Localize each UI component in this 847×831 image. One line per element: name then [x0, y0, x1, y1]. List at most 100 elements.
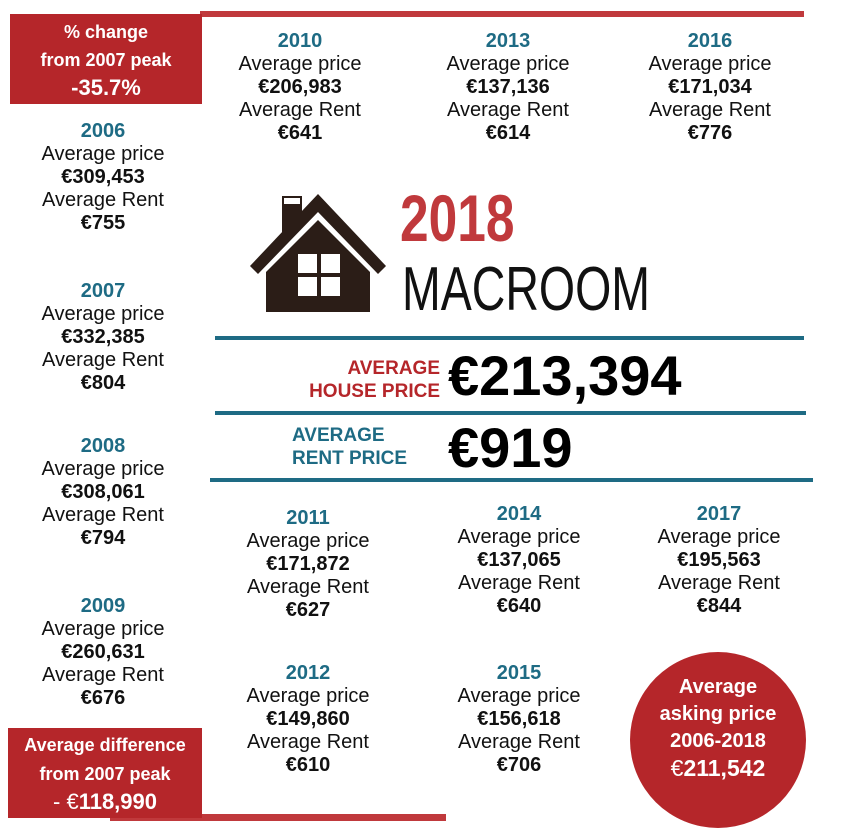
rent-label: Average Rent	[458, 731, 580, 753]
rent-price-value: €919	[448, 416, 573, 479]
year-block-2013: 2013 Average price €137,136 Average Rent…	[408, 30, 608, 145]
rent-value: €794	[80, 527, 126, 549]
year-label: 2011	[286, 507, 330, 529]
price-value: €195,563	[677, 549, 761, 571]
title-town: MACROOM	[402, 255, 650, 324]
rent-label: Average Rent	[42, 664, 164, 686]
rent-value: €640	[496, 595, 542, 617]
year-block-2009: 2009 Average price €260,631 Average Rent…	[3, 595, 203, 710]
asking-price-value: 211,542	[683, 755, 766, 781]
divider	[215, 336, 804, 340]
price-value: €260,631	[61, 641, 145, 663]
rent-label: Average Rent	[658, 572, 780, 594]
label-line1: AVERAGE	[347, 358, 440, 379]
year-label: 2008	[80, 435, 126, 457]
difference-value: 118,990	[78, 789, 157, 814]
percent-change-banner: % change from 2007 peak -35.7%	[10, 14, 202, 104]
price-value: €149,860	[266, 708, 350, 730]
price-label: Average price	[457, 526, 581, 548]
average-difference-banner: Average difference from 2007 peak - €118…	[8, 728, 202, 818]
rent-label: Average Rent	[42, 349, 164, 371]
price-label: Average price	[457, 685, 581, 707]
year-block-2015: 2015 Average price €156,618 Average Rent…	[419, 662, 619, 777]
year-label: 2009	[80, 595, 126, 617]
year-block-2014: 2014 Average price €137,065 Average Rent…	[419, 503, 619, 618]
rent-label: Average Rent	[649, 99, 771, 121]
top-red-rule	[200, 11, 804, 17]
house-price-label: AVERAGE HOUSE PRICE	[240, 357, 440, 403]
banner-line1: % change	[63, 22, 149, 42]
circle-line3: 2006-2018	[670, 730, 766, 752]
rent-label: Average Rent	[247, 731, 369, 753]
house-icon	[250, 194, 386, 312]
price-label: Average price	[41, 143, 165, 165]
rent-value: €641	[277, 122, 323, 144]
year-label: 2012	[285, 662, 331, 684]
circle-prefix: €	[670, 755, 684, 781]
price-value: €171,034	[668, 76, 752, 98]
circle-line2: asking price	[659, 703, 777, 725]
price-label: Average price	[41, 458, 165, 480]
year-block-2017: 2017 Average price €195,563 Average Rent…	[619, 503, 819, 618]
price-label: Average price	[648, 53, 772, 75]
year-block-2006: 2006 Average price €309,453 Average Rent…	[3, 120, 203, 235]
banner-line2: from 2007 peak	[40, 50, 172, 70]
house-price-value: €213,394	[448, 344, 682, 407]
price-value: €308,061	[61, 481, 145, 503]
year-block-2016: 2016 Average price €171,034 Average Rent…	[610, 30, 810, 145]
rent-value: €706	[496, 754, 542, 776]
rent-label: Average Rent	[42, 504, 164, 526]
price-value: €309,453	[61, 166, 145, 188]
year-label: 2006	[80, 120, 126, 142]
percent-change-value: -35.7%	[71, 75, 141, 100]
rent-label: Average Rent	[447, 99, 569, 121]
price-value: €156,618	[477, 708, 561, 730]
price-label: Average price	[246, 685, 370, 707]
year-label: 2017	[696, 503, 742, 525]
year-label: 2014	[496, 503, 542, 525]
rent-label: Average Rent	[239, 99, 361, 121]
price-label: Average price	[246, 530, 370, 552]
year-label: 2007	[80, 280, 126, 302]
year-label: 2016	[687, 30, 733, 52]
rent-label: Average Rent	[458, 572, 580, 594]
rent-value: €776	[687, 122, 733, 144]
price-value: €332,385	[61, 326, 145, 348]
price-label: Average price	[446, 53, 570, 75]
year-block-2011: 2011 Average price €171,872 Average Rent…	[208, 507, 408, 622]
price-value: €171,872	[266, 553, 350, 575]
rent-value: €755	[80, 212, 126, 234]
label-line2: RENT PRICE	[292, 448, 408, 469]
price-value: €206,983	[258, 76, 342, 98]
rent-value: €844	[696, 595, 742, 617]
rent-value: €804	[80, 372, 126, 394]
price-label: Average price	[657, 526, 781, 548]
rent-value: €614	[485, 122, 531, 144]
circle-line1: Average	[678, 676, 758, 698]
rent-price-label: AVERAGE RENT PRICE	[292, 424, 407, 470]
divider	[210, 478, 813, 482]
price-label: Average price	[238, 53, 362, 75]
label-line2: HOUSE PRICE	[309, 381, 440, 402]
year-block-2010: 2010 Average price €206,983 Average Rent…	[200, 30, 400, 145]
price-label: Average price	[41, 303, 165, 325]
title-year: 2018	[400, 181, 515, 255]
rent-label: Average Rent	[42, 189, 164, 211]
year-block-2012: 2012 Average price €149,860 Average Rent…	[208, 662, 408, 777]
rent-value: €627	[285, 599, 331, 621]
price-label: Average price	[41, 618, 165, 640]
bottom-red-rule	[110, 814, 446, 821]
year-block-2008: 2008 Average price €308,061 Average Rent…	[3, 435, 203, 550]
banner-line1: Average difference	[24, 735, 186, 755]
year-label: 2013	[485, 30, 531, 52]
average-asking-price-circle: Average asking price 2006-2018 €211,542	[630, 652, 806, 828]
banner-line2: from 2007 peak	[39, 764, 171, 784]
rent-label: Average Rent	[247, 576, 369, 598]
price-value: €137,065	[477, 549, 561, 571]
year-block-2007: 2007 Average price €332,385 Average Rent…	[3, 280, 203, 395]
price-value: €137,136	[466, 76, 550, 98]
label-line1: AVERAGE	[292, 425, 385, 446]
year-label: 2015	[496, 662, 542, 684]
rent-value: €676	[80, 687, 126, 709]
